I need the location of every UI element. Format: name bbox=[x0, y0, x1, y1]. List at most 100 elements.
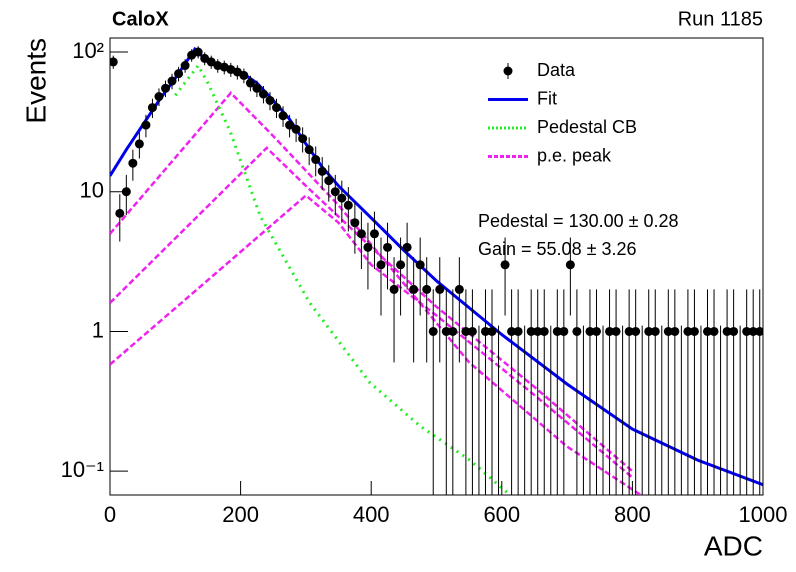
data-point bbox=[317, 166, 327, 176]
data-point bbox=[245, 78, 255, 88]
label-right: Run 1185 bbox=[678, 8, 763, 30]
data-point bbox=[748, 326, 758, 336]
data-point bbox=[324, 176, 334, 186]
data-point bbox=[206, 57, 216, 67]
x-tick-label: 1000 bbox=[739, 502, 788, 527]
data-point bbox=[115, 208, 125, 218]
data-point bbox=[128, 158, 138, 168]
data-point bbox=[644, 326, 654, 336]
y-tick-label: 1 bbox=[92, 317, 104, 342]
data-point bbox=[376, 260, 386, 270]
legend-label: Fit bbox=[537, 88, 557, 108]
data-point bbox=[180, 61, 190, 71]
y-tick-label: 10² bbox=[72, 38, 104, 63]
data-point bbox=[755, 326, 763, 336]
data-point bbox=[285, 120, 295, 130]
data-point bbox=[638, 541, 647, 550]
pe-peak-curve bbox=[110, 193, 634, 479]
x-tick-label: 200 bbox=[222, 502, 259, 527]
y-tick-label: 10⁻¹ bbox=[61, 457, 104, 482]
data-point bbox=[572, 326, 582, 336]
data-point bbox=[422, 284, 432, 294]
data-point bbox=[298, 134, 308, 144]
data-point bbox=[494, 541, 503, 550]
data-point bbox=[631, 326, 641, 336]
data-point bbox=[402, 242, 412, 252]
data-point bbox=[291, 124, 301, 134]
data-point bbox=[663, 326, 673, 336]
data-point bbox=[363, 242, 373, 252]
data-point bbox=[474, 541, 483, 550]
data-point bbox=[161, 83, 171, 93]
data-point bbox=[389, 284, 399, 294]
data-point bbox=[657, 541, 666, 550]
legend-label: p.e. peak bbox=[537, 145, 612, 165]
pe-peak-curve bbox=[110, 146, 634, 473]
data-point bbox=[670, 326, 680, 336]
data-point bbox=[546, 541, 555, 550]
x-tick-label: 600 bbox=[483, 502, 520, 527]
data-point bbox=[304, 145, 314, 155]
data-point bbox=[579, 541, 588, 550]
data-point bbox=[702, 326, 712, 336]
data-point bbox=[722, 326, 732, 336]
data-point bbox=[239, 70, 249, 80]
data-point bbox=[461, 326, 471, 336]
data-point bbox=[742, 326, 752, 336]
data-point bbox=[683, 326, 693, 336]
data-point bbox=[369, 229, 379, 239]
data-point bbox=[467, 326, 477, 336]
legend-label: Data bbox=[537, 60, 576, 80]
data-point bbox=[252, 83, 262, 93]
data-point bbox=[487, 326, 497, 336]
data-point bbox=[141, 120, 151, 130]
legend-marker bbox=[503, 66, 513, 76]
data-point bbox=[650, 326, 660, 336]
data-point bbox=[174, 69, 184, 79]
data-point bbox=[624, 326, 634, 336]
plot-frame bbox=[109, 37, 764, 496]
data-point bbox=[356, 229, 366, 239]
data-point bbox=[605, 326, 615, 336]
data-point bbox=[154, 92, 164, 102]
data-point bbox=[618, 541, 627, 550]
data-point bbox=[611, 326, 621, 336]
data-point bbox=[448, 326, 458, 336]
data-point bbox=[533, 326, 543, 336]
data-point bbox=[396, 260, 406, 270]
data-point bbox=[480, 326, 490, 336]
data-point bbox=[415, 260, 425, 270]
fit-stat: Pedestal = 130.00 ± 0.28 bbox=[478, 211, 679, 231]
data-point bbox=[689, 326, 699, 336]
data-point bbox=[134, 139, 144, 149]
data-point bbox=[513, 326, 523, 336]
data-point bbox=[258, 89, 268, 99]
legend-label: Pedestal CB bbox=[537, 117, 637, 137]
data-point bbox=[337, 193, 347, 203]
data-point bbox=[265, 95, 275, 105]
data-point bbox=[565, 260, 575, 270]
label-left: CaloX bbox=[112, 8, 169, 30]
plot-area bbox=[110, 46, 763, 550]
data-point bbox=[454, 284, 464, 294]
y-tick-label: 10 bbox=[80, 178, 104, 203]
data-point bbox=[272, 103, 282, 113]
data-point bbox=[193, 47, 203, 57]
data-point bbox=[729, 326, 739, 336]
data-point bbox=[428, 326, 438, 336]
x-tick-label: 800 bbox=[614, 502, 651, 527]
data-point bbox=[167, 76, 177, 86]
data-point bbox=[441, 326, 451, 336]
data-point bbox=[110, 57, 118, 67]
x-tick-label: 400 bbox=[353, 502, 390, 527]
data-point bbox=[526, 326, 536, 336]
data-point bbox=[709, 326, 719, 336]
data-point bbox=[383, 242, 393, 252]
y-axis-label: Events bbox=[20, 38, 51, 124]
data-point bbox=[435, 284, 445, 294]
data-point bbox=[409, 284, 419, 294]
data-point bbox=[552, 326, 562, 336]
data-point bbox=[585, 326, 595, 336]
data-point bbox=[343, 200, 353, 210]
